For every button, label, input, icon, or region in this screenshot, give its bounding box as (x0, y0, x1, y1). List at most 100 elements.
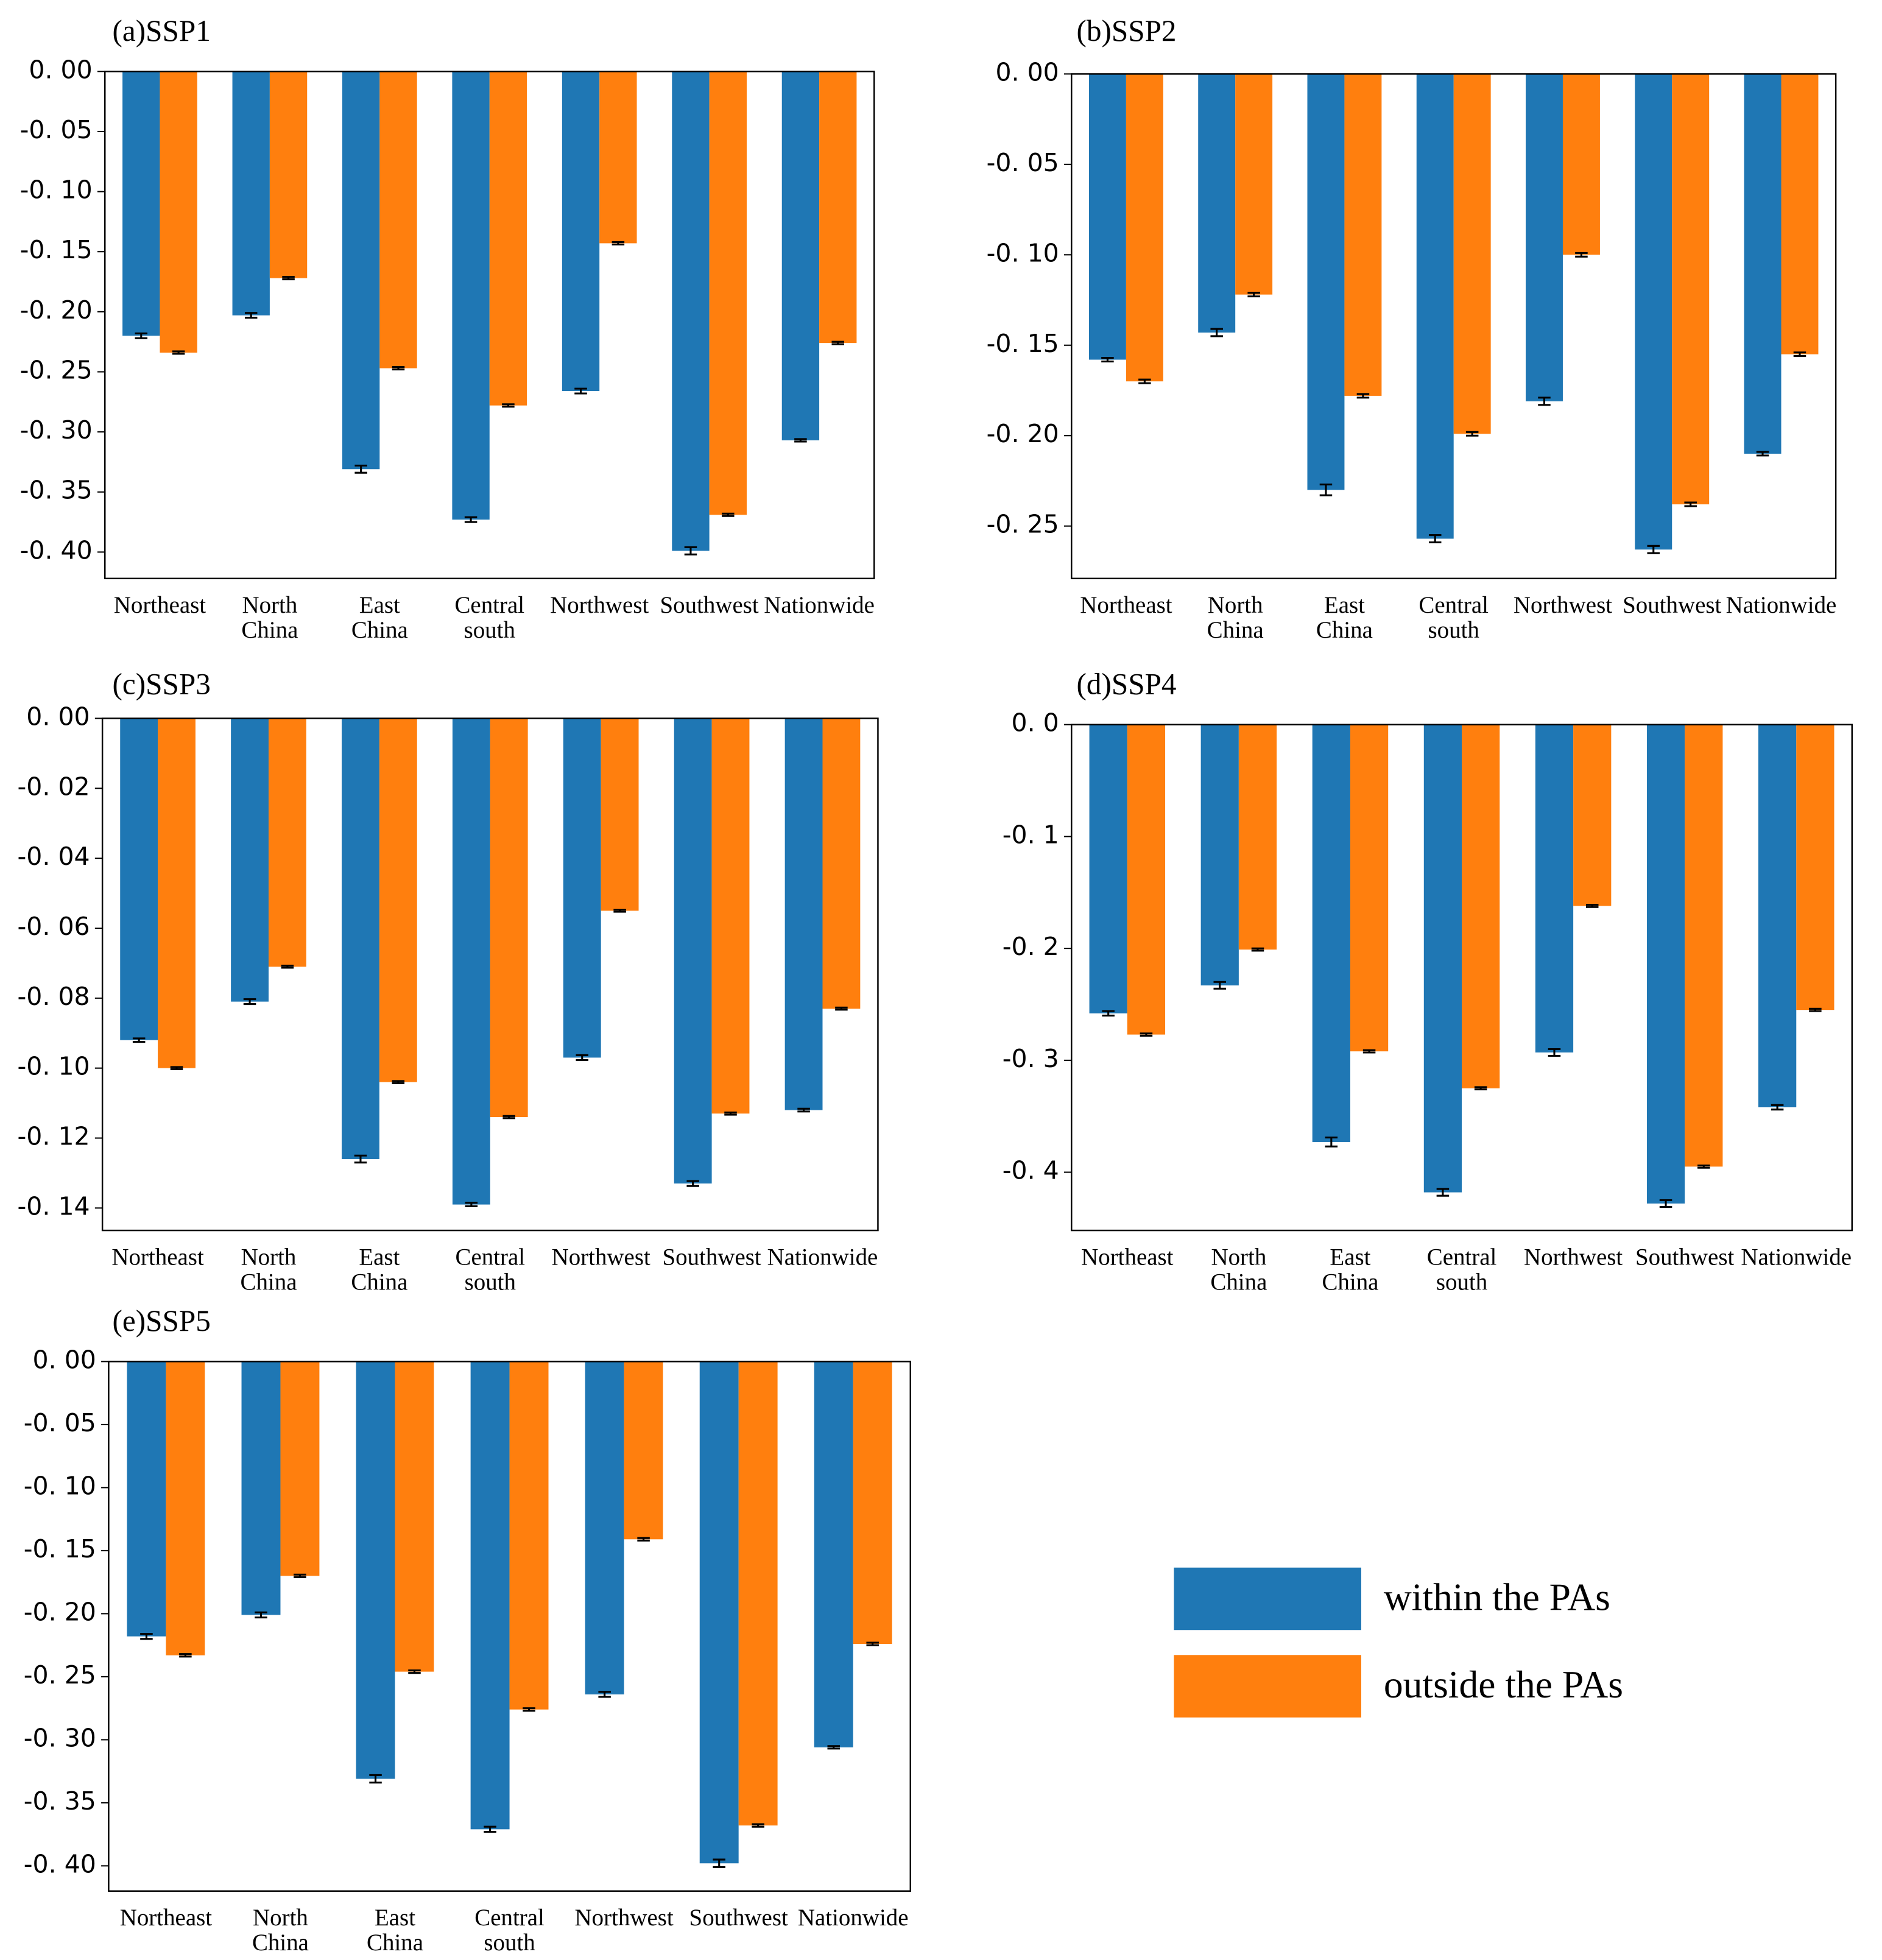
bar (489, 71, 527, 406)
error-bar (140, 1632, 153, 1640)
legend-swatch (1174, 1655, 1361, 1718)
error-bar (794, 438, 807, 443)
error-bar (408, 1669, 421, 1674)
x-tick-label: Northeast (111, 1244, 204, 1270)
x-tick-label: Southwest (662, 1244, 761, 1270)
y-tick-label: -0. 10 (18, 1052, 90, 1081)
error-bar (611, 241, 625, 245)
error-bar (637, 1537, 650, 1542)
bar (781, 71, 820, 440)
error-bar (1436, 1188, 1450, 1197)
bar (709, 71, 747, 515)
y-tick-label: 0. 00 (29, 55, 92, 84)
bar (1796, 724, 1834, 1010)
x-tick-label: Southwest (1635, 1244, 1734, 1270)
x-tick-label: East China (367, 1905, 423, 1956)
bar (395, 1361, 434, 1672)
x-tick-label: Southwest (660, 592, 759, 618)
error-bar (282, 276, 295, 281)
bar (563, 718, 601, 1058)
error-bar (724, 1112, 737, 1116)
error-bar (713, 1858, 725, 1869)
plot-frame (101, 717, 879, 1232)
bar (1744, 74, 1782, 454)
y-tick-label: -0. 05 (20, 115, 93, 144)
error-bar (179, 1653, 192, 1658)
error-bar (797, 1107, 810, 1113)
chart-title: (b)SSP2 (1076, 14, 1176, 48)
bar (280, 1361, 320, 1576)
y-tick-label: -0. 20 (24, 1597, 96, 1626)
bar (1126, 74, 1163, 382)
bar (232, 71, 270, 316)
bar (1312, 724, 1350, 1142)
error-bar (281, 964, 294, 969)
bar (585, 1361, 624, 1694)
x-tick-label: Northeast (1080, 592, 1172, 618)
x-tick-label: Nationwide (764, 592, 875, 618)
bar (342, 718, 379, 1159)
y-tick-label: -0. 06 (18, 912, 90, 941)
error-bar (244, 312, 258, 319)
chart-title: (e)SSP5 (113, 1304, 211, 1338)
bar (1573, 724, 1612, 906)
error-bar (392, 366, 405, 371)
error-bar (502, 1115, 515, 1119)
error-bar (1538, 397, 1551, 406)
bar (1089, 724, 1127, 1013)
bar (356, 1361, 395, 1779)
error-bar (369, 1774, 382, 1784)
bar (1200, 724, 1239, 985)
bar (452, 718, 490, 1205)
error-bar (684, 546, 697, 555)
error-bar (255, 1611, 267, 1619)
bar (1127, 724, 1166, 1035)
error-bar (752, 1823, 764, 1828)
error-bar (1213, 981, 1227, 990)
error-bar (1575, 252, 1588, 258)
bar (122, 71, 160, 336)
y-tick-label: -0. 08 (18, 982, 90, 1011)
bar (1453, 74, 1491, 434)
error-bar (1210, 328, 1223, 337)
plot-frame (108, 1361, 911, 1892)
x-tick-label: Northeast (120, 1905, 213, 1931)
error-bar (1465, 431, 1479, 437)
y-tick-label: -0. 12 (18, 1122, 90, 1151)
bar (814, 1361, 853, 1747)
error-bar (576, 1054, 589, 1061)
error-bar (132, 1037, 146, 1043)
x-tick-label: Central south (1419, 592, 1489, 643)
bar (120, 718, 158, 1040)
bar (127, 1361, 166, 1637)
bar (1416, 74, 1454, 539)
y-tick-label: -0. 1 (1003, 820, 1059, 849)
bar (601, 718, 639, 911)
x-tick-label: Central south (454, 592, 524, 643)
y-tick-label: -0. 15 (24, 1534, 96, 1563)
bar (1562, 74, 1600, 255)
bar (1088, 74, 1126, 360)
bar (379, 718, 417, 1082)
bar (1235, 74, 1273, 295)
bar (672, 71, 710, 551)
y-tick-label: -0. 14 (18, 1191, 90, 1221)
x-tick-label: Northwest (1514, 592, 1612, 618)
error-bar (722, 512, 735, 517)
bar (1685, 724, 1723, 1167)
error-bar (835, 1006, 848, 1011)
bar (269, 71, 308, 278)
error-bar (1647, 545, 1660, 554)
y-tick-label: 0. 00 (33, 1345, 96, 1374)
bar (562, 71, 600, 392)
error-bar (686, 1180, 699, 1187)
legend-swatch (1174, 1567, 1361, 1630)
x-tick-label: East China (1322, 1244, 1378, 1295)
y-tick-label: -0. 3 (1003, 1044, 1059, 1073)
error-bar (1428, 534, 1442, 543)
x-tick-label: Southwest (689, 1905, 788, 1931)
bar (624, 1361, 663, 1540)
x-tick-label: East China (351, 592, 408, 643)
